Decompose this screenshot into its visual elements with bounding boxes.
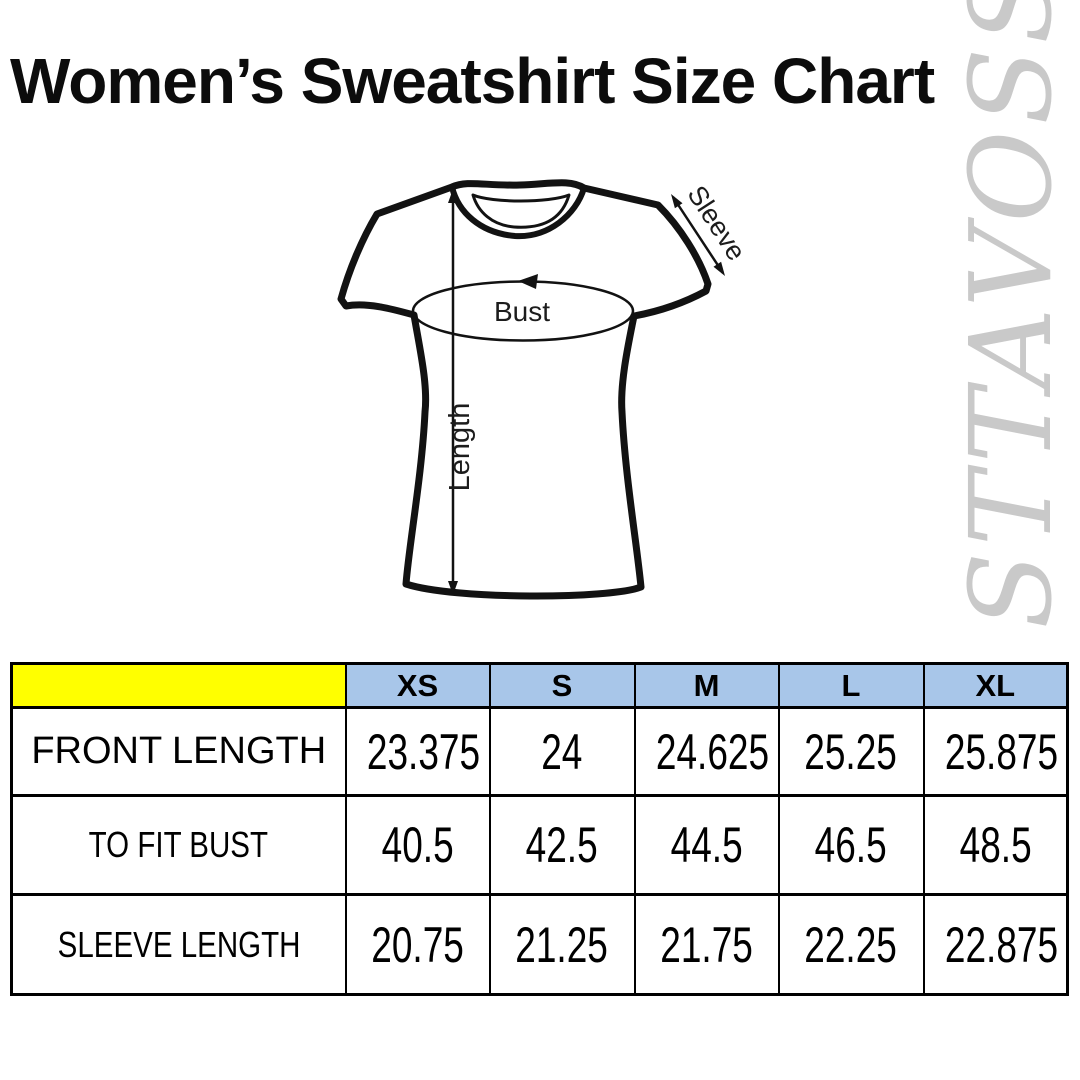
bust-arrow-icon	[518, 274, 538, 289]
value-cell: 48.5	[922, 794, 1069, 896]
size-column-xl: XL	[922, 662, 1069, 709]
value-cell: 20.75	[344, 893, 491, 996]
corner-cell	[10, 662, 347, 709]
size-column-l: L	[777, 662, 925, 709]
value: 25.25	[804, 723, 898, 780]
value: 21.75	[660, 916, 753, 973]
value-cell: 40.5	[344, 794, 491, 896]
table-row-sleeve-length: SLEEVE LENGTH 20.75 21.25 21.75 22.25 22…	[10, 893, 1069, 996]
size-label-xs: XS	[396, 667, 439, 703]
value-cell: 23.375	[344, 706, 491, 797]
size-label-l: L	[841, 667, 861, 703]
length-label: Length	[444, 403, 476, 492]
value-cell: 42.5	[488, 794, 636, 896]
bust-label: Bust	[494, 296, 550, 327]
value: 46.5	[814, 817, 888, 873]
value: 23.375	[366, 723, 480, 780]
collar-inner-icon	[471, 193, 571, 229]
value: 40.5	[381, 817, 454, 873]
value-cell: 44.5	[633, 794, 780, 896]
row-label-cell: SLEEVE LENGTH	[10, 893, 347, 996]
value: 22.25	[804, 916, 898, 973]
value-cell: 21.25	[488, 893, 636, 996]
size-chart-table: XS S M L XL FRONT LENGTH 23.375 24 24.62…	[10, 662, 1069, 996]
value: 44.5	[670, 817, 743, 873]
value: 48.5	[959, 817, 1032, 873]
row-label: FRONT LENGTH	[31, 730, 327, 772]
size-column-m: M	[633, 662, 780, 709]
value-cell: 22.25	[777, 893, 925, 996]
size-label-s: S	[551, 667, 573, 703]
page-title: Women’s Sweatshirt Size Chart	[10, 45, 935, 117]
collar-outer-icon	[449, 184, 587, 240]
value-cell: 24	[488, 706, 636, 797]
table-row-front-length: FRONT LENGTH 23.375 24 24.625 25.25 25.8…	[10, 706, 1069, 797]
value: 20.75	[371, 916, 464, 973]
size-header-row: XS S M L XL	[10, 662, 1069, 709]
tshirt-measurement-diagram: Length Bust Sleeve	[337, 179, 752, 600]
value-cell: 24.625	[633, 706, 780, 797]
row-label: SLEEVE LENGTH	[57, 923, 301, 965]
size-label-m: M	[693, 667, 720, 703]
row-label: TO FIT BUST	[89, 824, 269, 865]
value-cell: 21.75	[633, 893, 780, 996]
row-label-cell: FRONT LENGTH	[10, 706, 347, 797]
value: 24	[541, 723, 583, 780]
length-arrow-top-icon	[448, 189, 458, 203]
value: 25.875	[944, 723, 1058, 780]
sleeve-arrow-top-icon	[671, 194, 683, 209]
row-label-cell: TO FIT BUST	[10, 794, 347, 896]
value: 21.25	[515, 916, 609, 973]
value: 22.875	[944, 916, 1058, 973]
length-arrow-bottom-icon	[448, 581, 458, 595]
brand-watermark: STTAVOSS	[947, 0, 1077, 629]
value: 42.5	[525, 817, 599, 873]
value-cell: 25.25	[777, 706, 925, 797]
size-column-s: S	[488, 662, 636, 709]
size-label-xl: XL	[975, 667, 1016, 703]
tshirt-outline	[337, 179, 712, 600]
value-cell: 22.875	[922, 893, 1069, 996]
value-cell: 25.875	[922, 706, 1069, 797]
table-row-to-fit-bust: TO FIT BUST 40.5 42.5 44.5 46.5 48.5	[10, 794, 1069, 896]
sleeve-arrow	[671, 196, 725, 274]
sleeve-arrow-bottom-icon	[713, 261, 725, 276]
value: 24.625	[655, 723, 769, 780]
value-cell: 46.5	[777, 794, 925, 896]
size-column-xs: XS	[344, 662, 491, 709]
